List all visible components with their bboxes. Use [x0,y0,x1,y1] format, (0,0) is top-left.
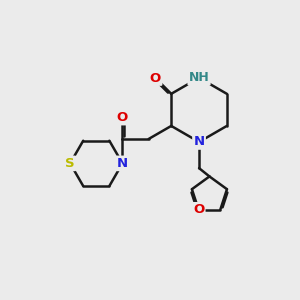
Text: S: S [65,157,75,170]
Text: O: O [193,203,204,216]
Text: N: N [117,157,128,170]
Text: N: N [194,136,205,148]
Text: NH: NH [189,71,209,84]
Text: O: O [117,111,128,124]
Text: O: O [150,72,161,85]
